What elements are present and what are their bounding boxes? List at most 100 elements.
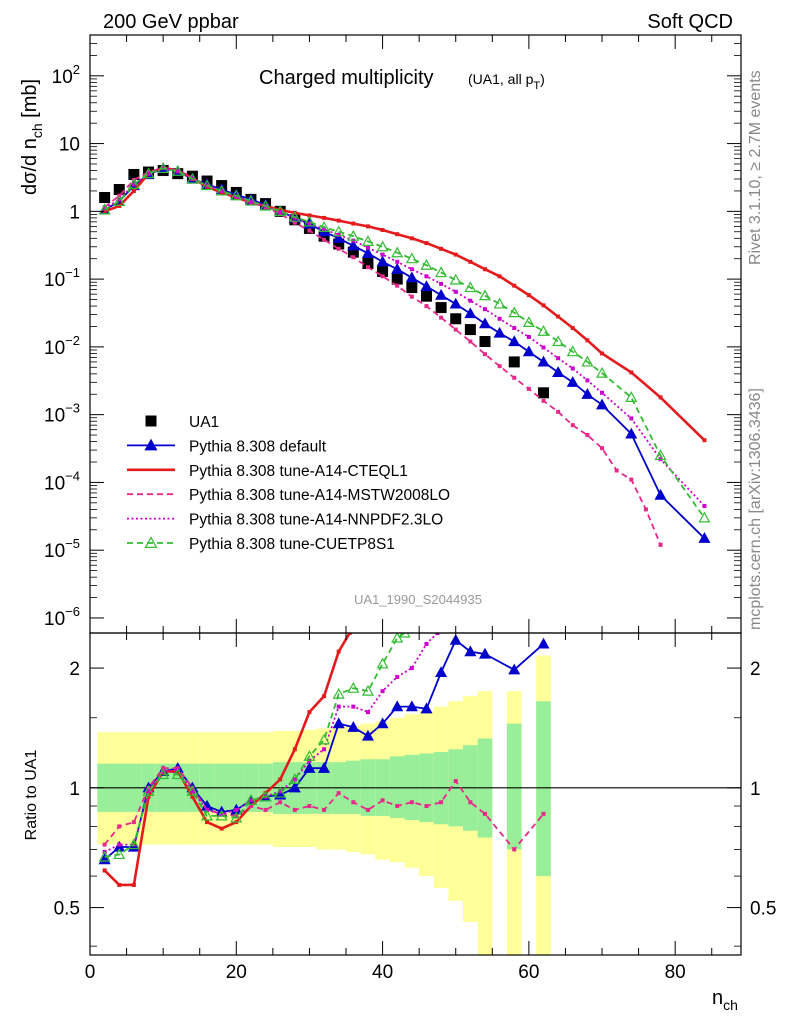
main-data-point bbox=[552, 335, 565, 347]
main-data-point bbox=[336, 218, 341, 223]
header-right: Soft QCD bbox=[647, 11, 733, 33]
main-y-tick-label: 10 bbox=[59, 135, 80, 156]
main-y-tick-label: 10−4 bbox=[44, 468, 80, 494]
main-data-point bbox=[468, 339, 473, 344]
ratio-data-point bbox=[117, 824, 122, 829]
legend-label: Pythia 8.308 tune-A14-CTEQL1 bbox=[189, 463, 408, 480]
main-data-point bbox=[98, 203, 111, 215]
main-data-point bbox=[288, 210, 301, 222]
ratio-data-point bbox=[102, 842, 107, 847]
ratio-data-point bbox=[288, 773, 301, 784]
ratio-data-point bbox=[259, 790, 272, 802]
ratio-y-tick-label-right: 0.5 bbox=[750, 899, 776, 920]
main-data-point bbox=[625, 391, 638, 402]
main-data-point bbox=[131, 188, 136, 193]
main-data-point bbox=[556, 356, 561, 361]
main-data-point bbox=[146, 171, 151, 176]
main-data-point bbox=[377, 265, 389, 277]
ratio-data-point bbox=[234, 807, 239, 812]
main-data-point bbox=[113, 184, 125, 196]
ratio-data-point bbox=[361, 729, 374, 741]
ratio-series-2 bbox=[102, 766, 546, 852]
ratio-x-axis-label: nch bbox=[712, 987, 738, 1013]
main-data-point bbox=[175, 168, 180, 173]
ratio-data-point bbox=[190, 789, 195, 794]
main-data-point bbox=[157, 162, 170, 174]
main-data-point bbox=[380, 274, 385, 279]
ratio-data-point bbox=[263, 791, 268, 796]
main-data-point bbox=[566, 376, 579, 387]
main-data-point bbox=[409, 267, 414, 272]
ratio-data-point bbox=[512, 847, 517, 852]
main-data-point bbox=[424, 304, 429, 309]
main-data-point bbox=[629, 370, 634, 375]
main-data-point bbox=[424, 274, 429, 279]
main-data-point bbox=[585, 378, 590, 383]
legend-item: Pythia 8.308 tune-A14-NNPDF2.3LO bbox=[127, 512, 443, 529]
main-data-point bbox=[449, 273, 462, 285]
main-data-point bbox=[365, 224, 370, 229]
ratio-data-point bbox=[478, 647, 492, 659]
ratio-x-tick-label: 80 bbox=[665, 962, 686, 983]
main-data-point bbox=[570, 366, 575, 371]
main-data-point bbox=[538, 387, 550, 399]
main-title: Charged multiplicity bbox=[259, 67, 434, 89]
ratio-plot: 0.5 0.5 1 1 2 2 0 20 40 60 80 Ratio to UA1 nch bbox=[23, 632, 776, 1013]
ratio-data-point bbox=[380, 689, 385, 694]
ratio-data-point bbox=[244, 794, 257, 805]
main-data-point bbox=[102, 209, 107, 214]
main-data-point bbox=[405, 252, 418, 264]
ratio-series-4 bbox=[98, 633, 411, 862]
main-data-point bbox=[453, 289, 458, 294]
main-data-point bbox=[380, 228, 385, 233]
ratio-data-point bbox=[347, 633, 352, 635]
main-data-point bbox=[336, 246, 341, 251]
main-series-0 bbox=[99, 165, 550, 399]
main-data-point bbox=[493, 326, 506, 338]
main-data-point bbox=[406, 282, 418, 294]
ratio-y-tick-label: 1 bbox=[69, 779, 80, 800]
main-data-point bbox=[219, 188, 224, 193]
main-data-point bbox=[482, 352, 487, 357]
main-data-point bbox=[581, 355, 594, 367]
legend-item: Pythia 8.308 tune-A14-CTEQL1 bbox=[127, 463, 408, 480]
main-data-point bbox=[215, 184, 228, 196]
main-data-point bbox=[333, 238, 345, 250]
ratio-data-point bbox=[248, 804, 253, 809]
main-data-point bbox=[478, 317, 492, 329]
main-data-point bbox=[332, 225, 345, 237]
main-series-line bbox=[104, 167, 706, 539]
main-series-5 bbox=[98, 162, 711, 523]
ratio-data-point bbox=[424, 804, 429, 809]
ratio-data-point bbox=[332, 717, 345, 729]
ratio-data-point bbox=[234, 813, 239, 818]
main-data-point bbox=[629, 477, 634, 482]
main-data-point bbox=[420, 280, 433, 292]
ratio-data-point bbox=[131, 820, 136, 825]
main-data-point bbox=[450, 313, 462, 325]
ratio-data-point bbox=[146, 789, 151, 794]
main-data-point bbox=[570, 325, 575, 330]
ratio-data-point bbox=[424, 641, 429, 646]
main-data-point bbox=[351, 255, 356, 260]
ratio-y-axis-label: Ratio to UA1 bbox=[23, 750, 40, 841]
ratio-data-point bbox=[263, 807, 268, 812]
main-data-point bbox=[556, 409, 561, 414]
main-data-point bbox=[566, 345, 579, 357]
main-data-point bbox=[435, 302, 447, 314]
main-data-point bbox=[322, 237, 327, 242]
main-data-point bbox=[629, 416, 634, 421]
ratio-data-point bbox=[102, 868, 107, 873]
legend-label: UA1 bbox=[189, 414, 219, 431]
ratio-data-point bbox=[395, 674, 400, 679]
main-data-point bbox=[698, 532, 711, 543]
main-data-point bbox=[336, 232, 341, 237]
main-data-point bbox=[186, 172, 199, 184]
main-data-point bbox=[493, 297, 506, 309]
ratio-y-tick-label: 0.5 bbox=[54, 899, 80, 920]
ratio-data-point bbox=[322, 807, 327, 812]
ratio-data-point bbox=[288, 781, 301, 793]
main-data-point bbox=[409, 236, 414, 241]
main-data-point bbox=[365, 245, 370, 250]
main-data-point bbox=[117, 197, 122, 202]
